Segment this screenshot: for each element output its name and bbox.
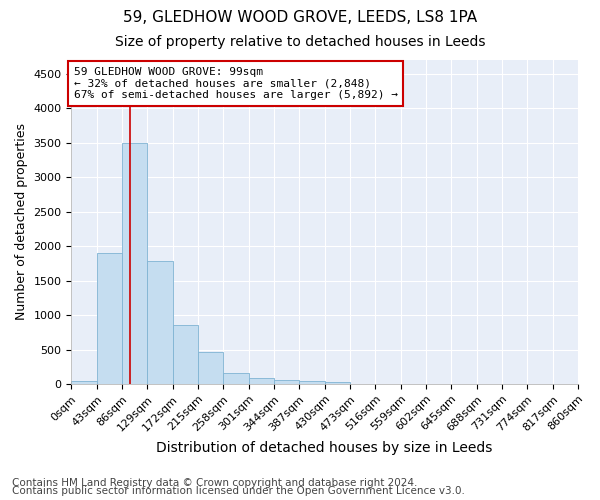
Bar [325, 382, 350, 384]
Bar [97, 253, 122, 384]
Text: Contains public sector information licensed under the Open Government Licence v3: Contains public sector information licen… [12, 486, 465, 496]
Bar [71, 380, 97, 384]
Bar [122, 142, 148, 384]
Bar [173, 326, 198, 384]
Bar [198, 352, 223, 384]
Bar [223, 373, 248, 384]
Text: 59, GLEDHOW WOOD GROVE, LEEDS, LS8 1PA: 59, GLEDHOW WOOD GROVE, LEEDS, LS8 1PA [123, 10, 477, 25]
Y-axis label: Number of detached properties: Number of detached properties [15, 124, 28, 320]
X-axis label: Distribution of detached houses by size in Leeds: Distribution of detached houses by size … [157, 441, 493, 455]
Text: 59 GLEDHOW WOOD GROVE: 99sqm
← 32% of detached houses are smaller (2,848)
67% of: 59 GLEDHOW WOOD GROVE: 99sqm ← 32% of de… [74, 67, 398, 100]
Text: Contains HM Land Registry data © Crown copyright and database right 2024.: Contains HM Land Registry data © Crown c… [12, 478, 418, 488]
Bar [248, 378, 274, 384]
Bar [299, 380, 325, 384]
Bar [148, 262, 173, 384]
Text: Size of property relative to detached houses in Leeds: Size of property relative to detached ho… [115, 35, 485, 49]
Bar [274, 380, 299, 384]
